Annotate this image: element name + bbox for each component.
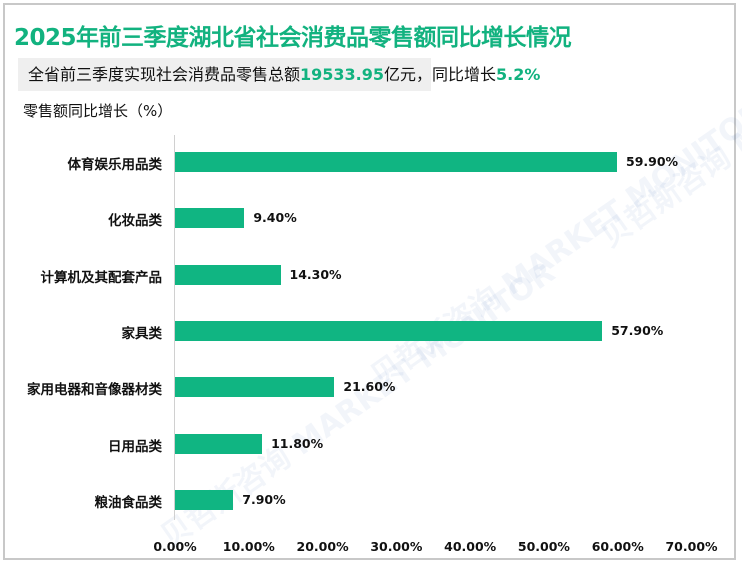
- category-label: 日用品类: [108, 438, 162, 455]
- category-label: 粮油食品类: [94, 494, 163, 511]
- x-tick-label: 40.00%: [444, 539, 497, 554]
- x-tick-label: 50.00%: [517, 539, 570, 554]
- x-tick-label: 10.00%: [222, 539, 275, 554]
- value-label: 11.80%: [271, 435, 324, 451]
- y-axis-line: [174, 135, 175, 520]
- chart-title: 2025年前三季度湖北省社会消费品零售额同比增长情况: [14, 25, 572, 51]
- category-label: 化妆品类: [108, 213, 162, 230]
- value-label: 7.90%: [242, 491, 286, 507]
- summary-banner: 全省前三季度实现社会消费品零售总额19533.95亿元，同比增长5.2%: [18, 58, 540, 91]
- value-label: 21.60%: [343, 379, 396, 395]
- value-label: 59.90%: [626, 154, 679, 169]
- bar: [175, 264, 281, 285]
- bar: [175, 489, 234, 510]
- value-label: 14.30%: [289, 266, 342, 282]
- x-tick-label: 0.00%: [153, 539, 197, 554]
- x-tick-label: 20.00%: [296, 539, 349, 554]
- value-label: 57.90%: [611, 322, 664, 338]
- category-label: 计算机及其配套产品: [40, 269, 163, 286]
- bar: [175, 208, 245, 229]
- y-axis-title: 零售额同比增长（%）: [23, 102, 173, 120]
- category-label: 家用电器和音像器材类: [27, 382, 162, 399]
- summary-mid: 亿元，同比增长: [384, 65, 497, 84]
- summary-total: 19533.95: [300, 65, 385, 84]
- bar: [175, 320, 603, 341]
- value-label: 9.40%: [253, 210, 297, 226]
- bar: [175, 152, 617, 172]
- summary-prefix: 全省前三季度实现社会消费品零售总额: [28, 65, 301, 84]
- x-tick-label: 70.00%: [665, 539, 718, 554]
- chart-frame: [3, 3, 736, 560]
- x-tick-label: 30.00%: [370, 539, 423, 554]
- x-tick-label: 60.00%: [591, 539, 644, 554]
- category-label: 体育娱乐用品类: [67, 157, 163, 173]
- bar: [175, 433, 263, 454]
- summary-growth: 5.2%: [496, 65, 541, 84]
- category-label: 家具类: [121, 325, 163, 342]
- bar: [175, 377, 335, 398]
